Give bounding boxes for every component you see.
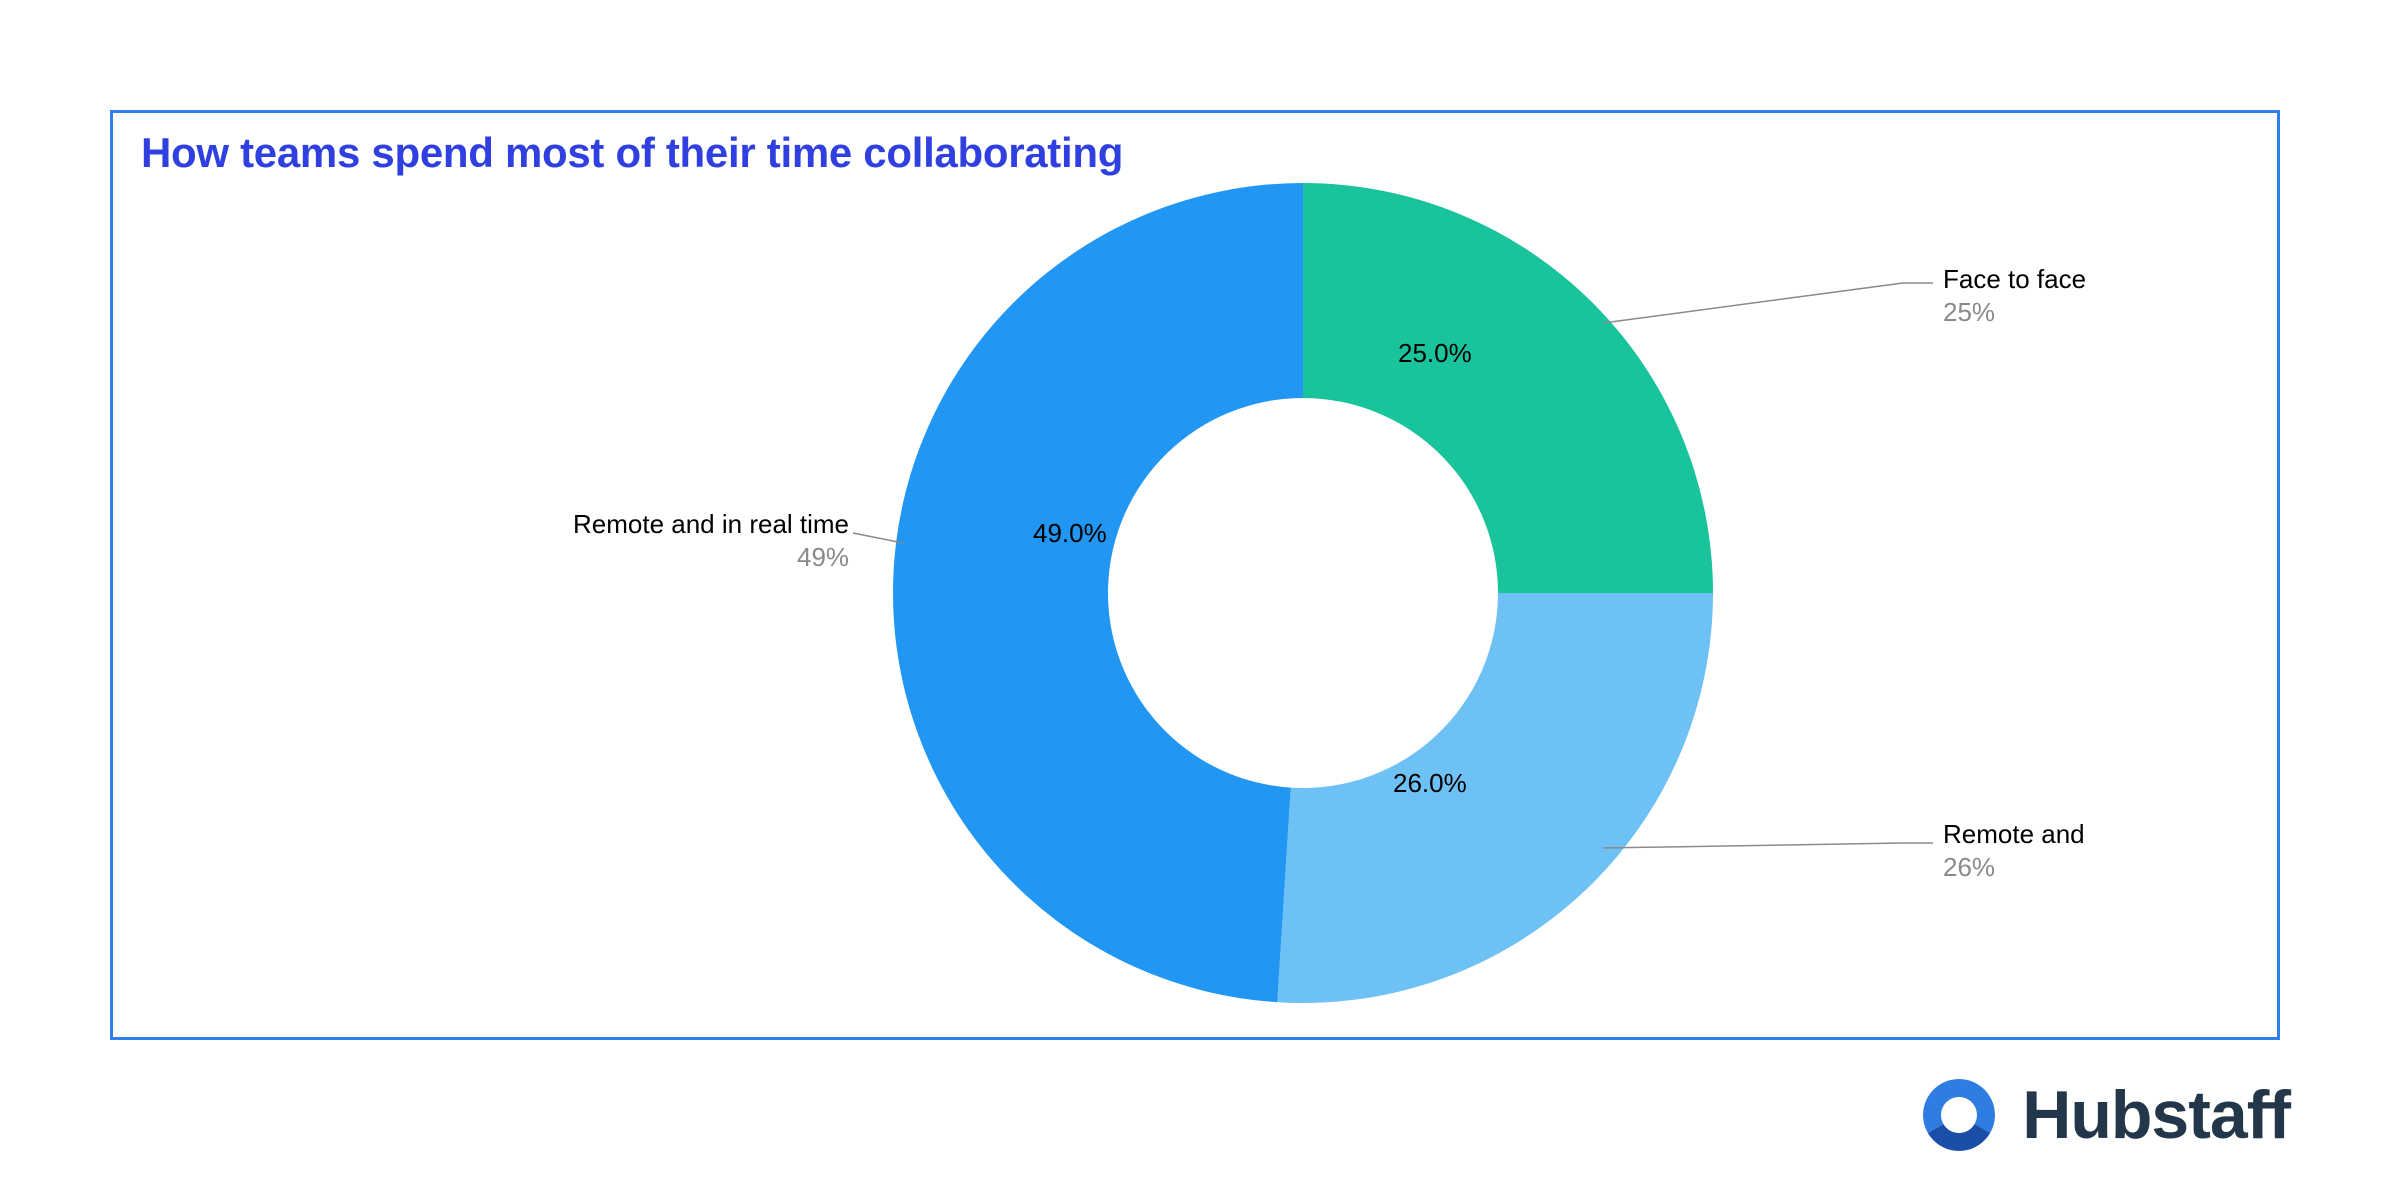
- donut-chart: 25.0% 26.0% 49.0% Face to face 25% Remot…: [113, 113, 2277, 1037]
- ext-label-2-pct: 49%: [573, 541, 849, 574]
- leader-lines: [113, 113, 2283, 1043]
- ext-label-1-name: Remote and: [1943, 818, 2085, 851]
- chart-frame: How teams spend most of their time colla…: [110, 110, 2280, 1040]
- ext-label-0: Face to face 25%: [1943, 263, 2086, 328]
- ext-label-0-name: Face to face: [1943, 263, 2086, 296]
- ext-label-2: Remote and in real time 49%: [573, 508, 849, 573]
- ext-label-0-pct: 25%: [1943, 296, 2086, 329]
- ext-label-1: Remote and 26%: [1943, 818, 2085, 883]
- brand-name: Hubstaff: [2022, 1076, 2290, 1154]
- hubstaff-mark-icon: [1914, 1070, 2004, 1160]
- brand-logo: Hubstaff: [1914, 1070, 2290, 1160]
- ext-label-2-name: Remote and in real time: [573, 508, 849, 541]
- ext-label-1-pct: 26%: [1943, 851, 2085, 884]
